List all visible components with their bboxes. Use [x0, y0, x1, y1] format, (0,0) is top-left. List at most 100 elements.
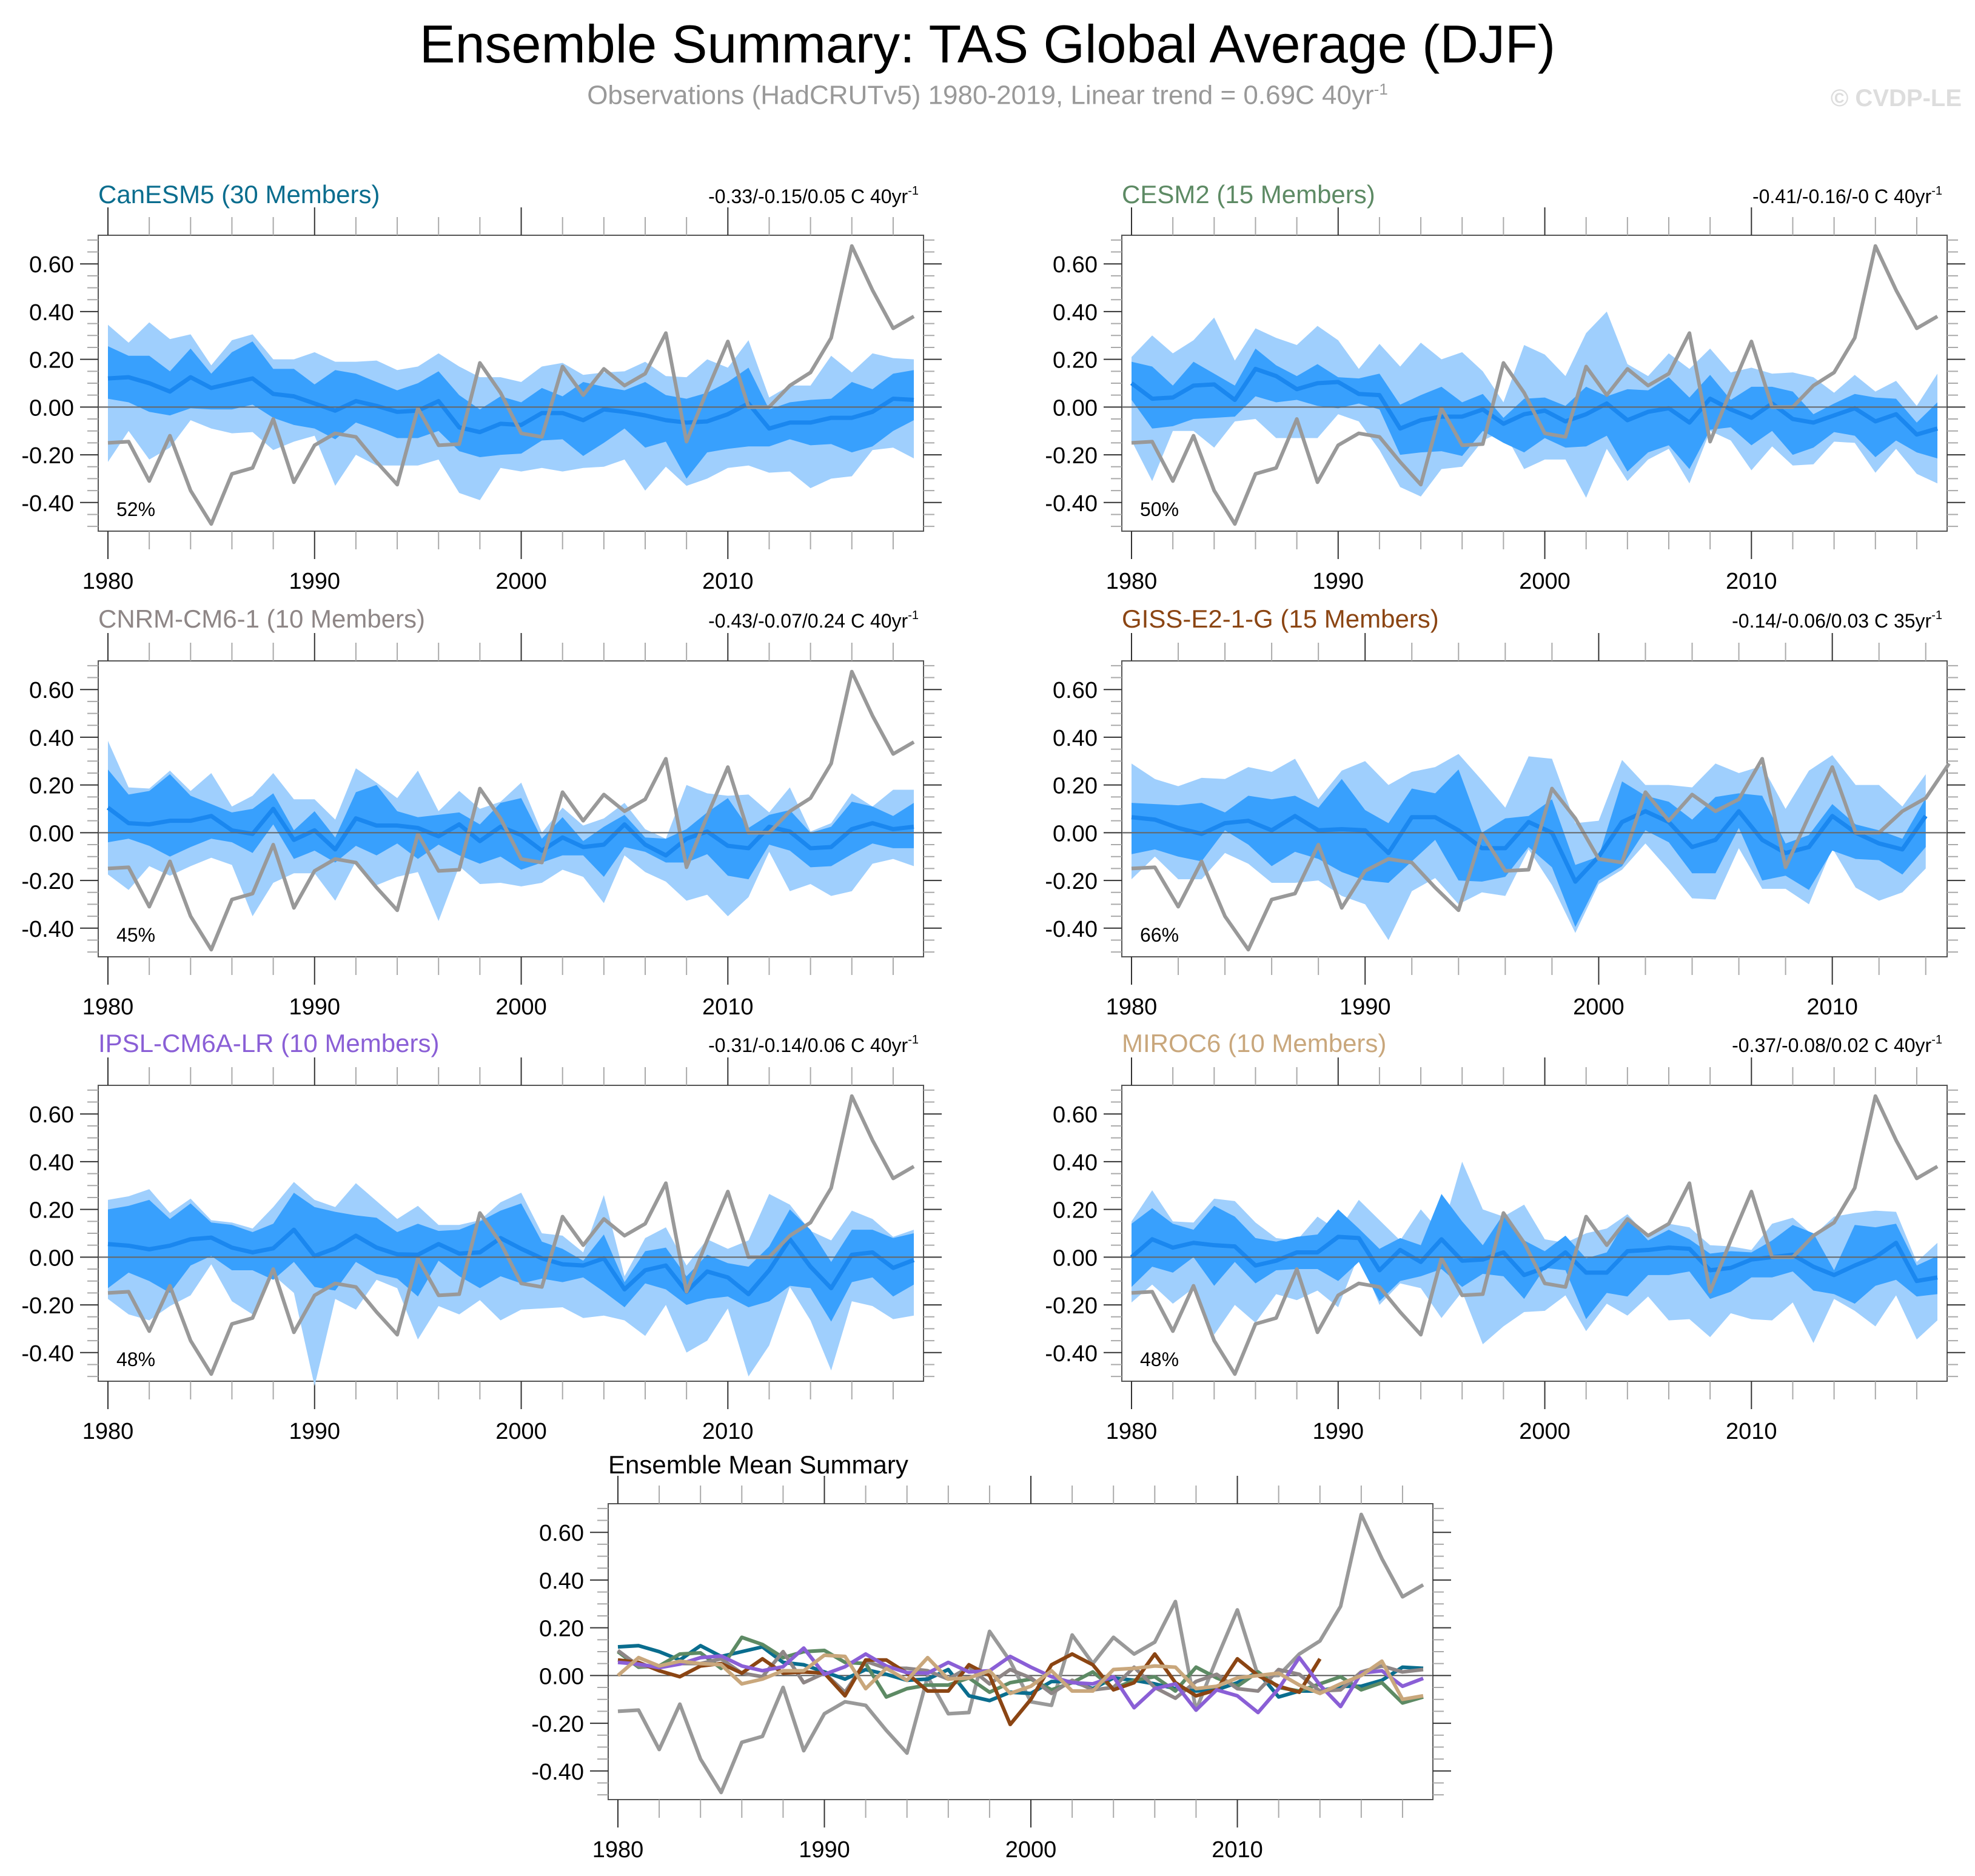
y-tick-label: 0.60: [1053, 252, 1098, 278]
y-tick-label: -0.40: [1045, 491, 1098, 517]
panel-title: CanESM5 (30 Members): [98, 180, 380, 209]
x-tick-label: 1990: [289, 994, 340, 1020]
summary-series: [617, 1512, 1424, 1795]
x-tick-label: 1990: [1312, 569, 1364, 594]
inner-spread-band: [108, 769, 914, 880]
y-tick-label: -0.40: [21, 917, 74, 942]
y-tick-label: 0.60: [29, 678, 74, 703]
x-tick-label: 2010: [1726, 569, 1777, 594]
percent-label: 50%: [1140, 498, 1179, 520]
x-tick-label: 2000: [495, 1419, 547, 1444]
observations-line: [1131, 1094, 1939, 1376]
percent-label: 45%: [116, 924, 155, 946]
y-tick-label: 0.60: [29, 1102, 74, 1128]
inner-spread-band: [1132, 769, 1926, 927]
observations-line: [107, 669, 915, 952]
y-tick-label: 0.40: [1053, 300, 1098, 326]
percent-label: 66%: [1140, 924, 1179, 946]
observations-line: [1131, 757, 1951, 952]
trend-label: -0.41/-0.16/-0 C 40yr-1: [1752, 184, 1942, 207]
summary-line-canesm5: [617, 1644, 1424, 1703]
trend-superscript: -1: [1931, 609, 1942, 622]
panel-cesm2: [1122, 244, 1947, 526]
x-tick-label: 2000: [1005, 1837, 1057, 1863]
x-tick-label: 1980: [1106, 569, 1158, 594]
x-tick-label: 1980: [82, 1419, 134, 1444]
trend-superscript: -1: [1931, 184, 1942, 198]
panel-title: CNRM-CM6-1 (10 Members): [98, 605, 425, 633]
x-tick-label: 1980: [82, 569, 134, 594]
y-tick-label: -0.40: [531, 1760, 584, 1785]
x-tick-label: 1990: [289, 1419, 340, 1444]
trend-label: -0.33/-0.15/0.05 C 40yr-1: [708, 184, 919, 207]
y-tick-label: -0.20: [1045, 869, 1098, 894]
y-tick-label: 0.20: [1053, 348, 1098, 374]
y-tick-label: -0.20: [21, 443, 74, 469]
y-tick-label: 0.40: [1053, 1150, 1098, 1176]
y-tick-label: 0.00: [539, 1664, 584, 1689]
x-tick-label: 1990: [1340, 994, 1391, 1020]
x-tick-label: 1990: [799, 1837, 850, 1863]
x-tick-label: 2000: [1573, 994, 1625, 1020]
panel-title: GISS-E2-1-G (15 Members): [1122, 605, 1439, 633]
y-tick-label: -0.20: [531, 1712, 584, 1737]
y-tick-label: 0.20: [539, 1616, 584, 1642]
y-tick-label: 0.00: [1053, 395, 1098, 421]
x-tick-label: 2010: [1212, 1837, 1263, 1863]
y-tick-label: -0.40: [1045, 1341, 1098, 1367]
trend-superscript: -1: [908, 1033, 919, 1047]
y-tick-label: -0.40: [21, 1341, 74, 1367]
y-tick-label: 0.60: [29, 252, 74, 278]
x-tick-label: 1990: [1312, 1419, 1364, 1444]
panel-title: IPSL-CM6A-LR (10 Members): [98, 1029, 439, 1057]
plot-axes: 0.60 0.40 0.20 0.00 -0.20 -0.40 1980 1990 2000 20…: [21, 207, 942, 594]
ensemble-mean-line: [1130, 1234, 1938, 1284]
trend-label: -0.43/-0.07/0.24 C 40yr-1: [708, 609, 919, 632]
summary-line-giss-e2-1-g: [617, 1652, 1322, 1727]
y-tick-label: 0.00: [29, 395, 74, 421]
y-tick-label: 0.20: [29, 348, 74, 374]
x-tick-label: 1980: [1106, 994, 1158, 1020]
plot-axes: 0.60 0.40 0.20 0.00 -0.20 -0.40 1980 1990 2000 20…: [1045, 207, 1965, 594]
x-tick-label: 1980: [592, 1837, 644, 1863]
y-tick-label: 0.60: [1053, 1102, 1098, 1128]
y-tick-label: -0.40: [1045, 917, 1098, 942]
y-tick-label: 0.20: [29, 1198, 74, 1224]
trend-label: -0.14/-0.06/0.03 C 35yr-1: [1732, 609, 1942, 632]
trend-superscript: -1: [1931, 1033, 1942, 1047]
panel-cnrm-cm6-1: [98, 669, 924, 952]
plot-axes: 0.60 0.40 0.20 0.00 -0.20 -0.40 1980 1990 2000 20…: [21, 1057, 942, 1444]
y-tick-label: 0.00: [29, 1245, 74, 1271]
y-tick-label: 0.00: [29, 821, 74, 846]
y-tick-label: 0.40: [29, 726, 74, 751]
plot-axes: 0.60 0.40 0.20 0.00 -0.20 -0.40 1980 1990 2000 20…: [531, 1476, 1451, 1863]
summary-line-miroc6: [617, 1653, 1424, 1701]
ensemble-mean-line: [107, 375, 914, 435]
y-tick-label: -0.20: [21, 869, 74, 894]
y-tick-label: 0.40: [1053, 726, 1098, 751]
trend-superscript: -1: [908, 609, 919, 622]
y-tick-label: 0.40: [29, 300, 74, 326]
x-tick-label: 2000: [495, 994, 547, 1020]
x-tick-label: 2010: [702, 994, 754, 1020]
x-tick-label: 2010: [1806, 994, 1858, 1020]
summary-title: Ensemble Mean Summary: [608, 1450, 908, 1479]
plot-axes: 0.60 0.40 0.20 0.00 -0.20 -0.40 1980 1990 2000 20…: [1045, 1057, 1965, 1444]
subtitle-superscript: -1: [1373, 80, 1388, 98]
credit-label: © CVDP-LE: [1830, 85, 1962, 112]
observations-line: [107, 1094, 915, 1376]
x-tick-label: 1980: [1106, 1419, 1158, 1444]
y-tick-label: -0.20: [21, 1293, 74, 1319]
percent-label: 48%: [1140, 1348, 1179, 1370]
observations-line: [107, 244, 915, 526]
x-tick-label: 2000: [1519, 569, 1571, 594]
x-tick-label: 2000: [1519, 1419, 1571, 1444]
observations-line: [1131, 244, 1939, 526]
y-tick-label: 0.20: [29, 774, 74, 799]
y-tick-label: -0.20: [1045, 1293, 1098, 1319]
x-tick-label: 2010: [702, 569, 754, 594]
y-tick-label: 0.60: [1053, 678, 1098, 703]
trend-label: -0.37/-0.08/0.02 C 40yr-1: [1732, 1033, 1942, 1056]
percent-label: 48%: [116, 1348, 155, 1370]
